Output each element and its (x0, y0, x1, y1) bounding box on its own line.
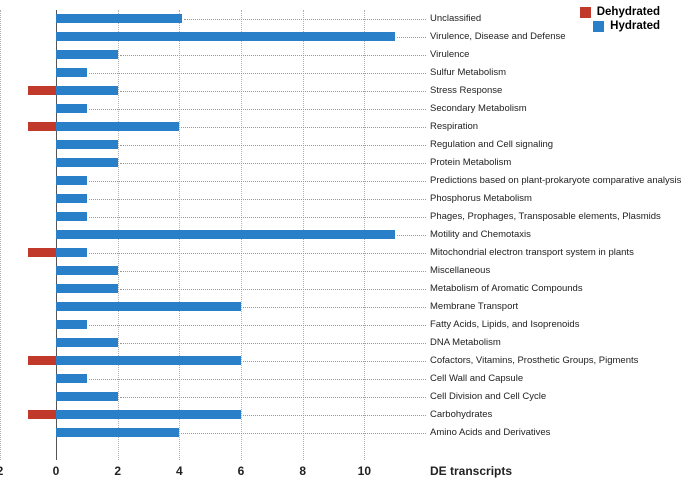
x-tick-label: 6 (238, 464, 245, 478)
category-label: Virulence, Disease and Defense (430, 31, 566, 42)
category-label: Miscellaneous (430, 265, 490, 276)
leader-line (184, 19, 426, 20)
bar-dehydrated (28, 356, 56, 365)
leader-line (397, 37, 426, 38)
bar-hydrated (56, 374, 87, 383)
category-label: Secondary Metabolism (430, 103, 527, 114)
leader-line (89, 325, 426, 326)
leader-line (120, 397, 426, 398)
category-label: Virulence (430, 49, 469, 60)
category-label: Unclassified (430, 13, 481, 24)
leader-line (243, 361, 426, 362)
category-label: Membrane Transport (430, 301, 518, 312)
bar-hydrated (56, 320, 87, 329)
gridline (0, 10, 1, 460)
leader-line (120, 145, 426, 146)
bar-hydrated (56, 86, 118, 95)
bar-hydrated (56, 158, 118, 167)
bar-hydrated (56, 266, 118, 275)
bar-hydrated (56, 68, 87, 77)
leader-line (243, 415, 426, 416)
category-label: Phages, Prophages, Transposable elements… (430, 211, 661, 222)
leader-line (89, 253, 426, 254)
leader-line (181, 127, 426, 128)
category-label: Amino Acids and Derivatives (430, 427, 550, 438)
bar-hydrated (56, 230, 395, 239)
leader-line (120, 91, 426, 92)
bar-hydrated (56, 194, 87, 203)
bar-hydrated (56, 140, 118, 149)
bar-hydrated (56, 428, 179, 437)
bar-hydrated (56, 284, 118, 293)
category-label: Cofactors, Vitamins, Prosthetic Groups, … (430, 355, 638, 366)
leader-line (89, 181, 426, 182)
bar-hydrated (56, 50, 118, 59)
bar-dehydrated (28, 248, 56, 257)
x-axis-title: DE transcripts (430, 464, 512, 478)
leader-line (89, 73, 426, 74)
x-tick-label: 0 (53, 464, 60, 478)
x-tick-label: 8 (299, 464, 306, 478)
category-label: DNA Metabolism (430, 337, 501, 348)
bar-hydrated (56, 248, 87, 257)
bar-hydrated (56, 212, 87, 221)
category-label: Stress Response (430, 85, 502, 96)
x-tick-label: 4 (176, 464, 183, 478)
x-tick-label: 2 (0, 464, 3, 478)
category-labels: Unclassified Virulence, Disease and Defen… (430, 10, 690, 460)
category-label: Cell Wall and Capsule (430, 373, 523, 384)
x-axis: 0 2 4 6 8 10 (56, 462, 426, 502)
bar-hydrated (56, 14, 182, 23)
category-label: Cell Division and Cell Cycle (430, 391, 546, 402)
category-label: Regulation and Cell signaling (430, 139, 553, 150)
bar-hydrated (56, 338, 118, 347)
bar-hydrated (56, 32, 395, 41)
category-label: Mitochondrial electron transport system … (430, 247, 634, 258)
bar-hydrated (56, 176, 87, 185)
category-label: Respiration (430, 121, 478, 132)
bar-hydrated (56, 122, 179, 131)
bar-dehydrated (28, 122, 56, 131)
leader-line (120, 343, 426, 344)
leader-line (89, 199, 426, 200)
leader-line (89, 109, 426, 110)
plot-area (56, 10, 426, 460)
bar-hydrated (56, 392, 118, 401)
bar-hydrated (56, 410, 241, 419)
x-tick-label: 2 (114, 464, 121, 478)
leader-line (120, 289, 426, 290)
category-label: Sulfur Metabolism (430, 67, 506, 78)
category-label: Carbohydrates (430, 409, 492, 420)
category-label: Phosphorus Metabolism (430, 193, 532, 204)
chart: Dehydrated Hydrated UnclassifiedVirulenc… (0, 0, 700, 504)
category-label: Motility and Chemotaxis (430, 229, 531, 240)
bar-hydrated (56, 104, 87, 113)
bar-hydrated (56, 356, 241, 365)
category-label: Protein Metabolism (430, 157, 511, 168)
leader-line (181, 433, 426, 434)
bar-dehydrated (28, 410, 56, 419)
category-label: Fatty Acids, Lipids, and Isoprenoids (430, 319, 579, 330)
category-label: Metabolism of Aromatic Compounds (430, 283, 583, 294)
negative-plot-area (0, 10, 56, 460)
bar-dehydrated (28, 86, 56, 95)
leader-line (120, 163, 426, 164)
leader-line (120, 55, 426, 56)
leader-line (120, 271, 426, 272)
leader-line (397, 235, 426, 236)
bar-hydrated (56, 302, 241, 311)
category-label: Predictions based on plant-prokaryote co… (430, 175, 681, 186)
leader-line (89, 217, 426, 218)
x-tick-label: 10 (358, 464, 371, 478)
leader-line (89, 379, 426, 380)
leader-line (243, 307, 426, 308)
